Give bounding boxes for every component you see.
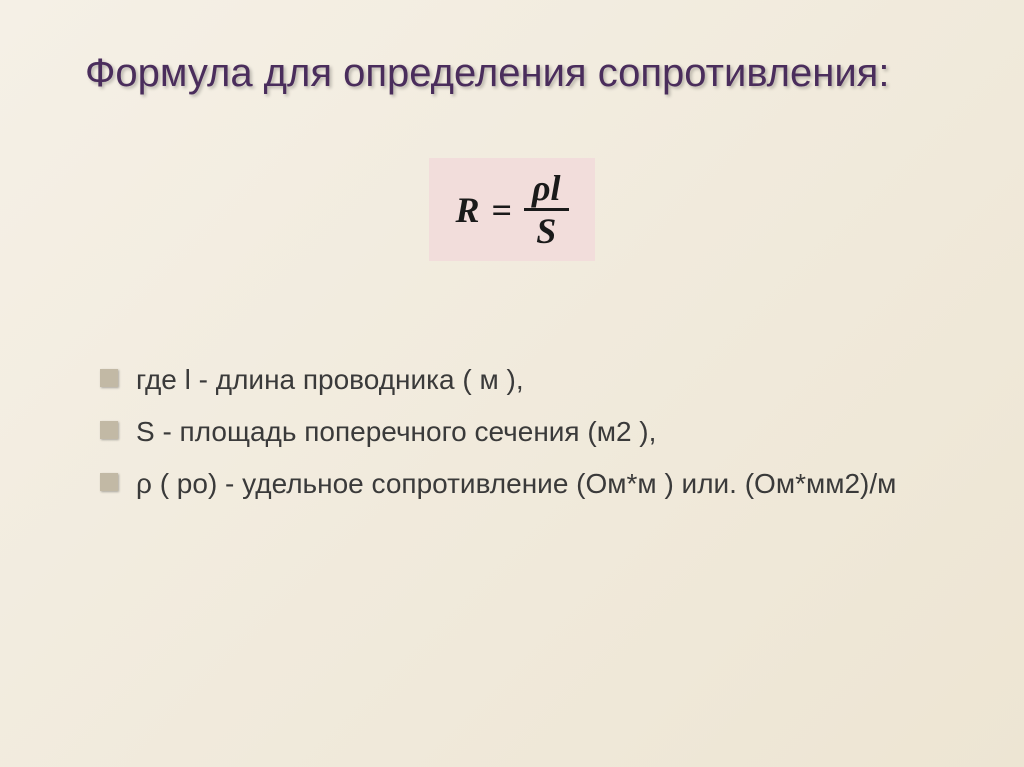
formula-denominator: S xyxy=(528,211,564,251)
list-item: где l - длина проводника ( м ), xyxy=(100,361,939,399)
bullet-marker-icon xyxy=(100,421,118,439)
bullet-marker-icon xyxy=(100,473,118,491)
bullet-text: S - площадь поперечного сечения (м2 ), xyxy=(136,413,656,451)
formula-numerator: ρl xyxy=(524,168,569,208)
formula-fraction: ρl S xyxy=(524,168,569,251)
resistance-formula: R = ρl S xyxy=(429,158,594,261)
bullet-text: где l - длина проводника ( м ), xyxy=(136,361,524,399)
bullet-list: где l - длина проводника ( м ), S - площ… xyxy=(85,361,939,502)
formula-container: R = ρl S xyxy=(85,158,939,261)
bullet-text: ρ ( ро) - удельное сопротивление (Ом*м )… xyxy=(136,465,896,503)
formula-lhs: R xyxy=(455,189,479,231)
list-item: S - площадь поперечного сечения (м2 ), xyxy=(100,413,939,451)
formula-equals: = xyxy=(491,189,512,231)
slide: Формула для определения сопротивления: R… xyxy=(0,0,1024,767)
bullet-marker-icon xyxy=(100,369,118,387)
slide-title: Формула для определения сопротивления: xyxy=(85,48,939,98)
list-item: ρ ( ро) - удельное сопротивление (Ом*м )… xyxy=(100,465,939,503)
